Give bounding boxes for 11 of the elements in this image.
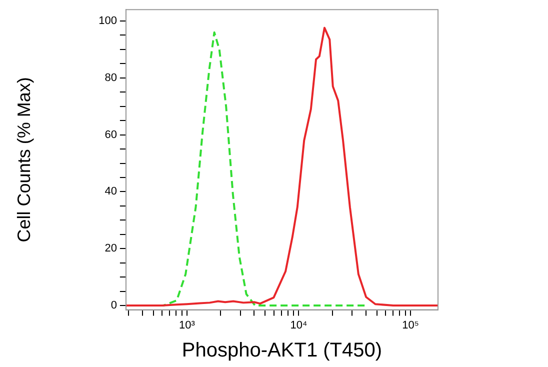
x-tick-label: 10⁵	[402, 319, 419, 332]
x-tick-label: 10³	[178, 319, 196, 332]
y-tick-label: 20	[104, 242, 117, 255]
y-tick-label: 80	[104, 72, 117, 84]
y-tick-label: 60	[104, 128, 117, 141]
y-tick-label: 0	[110, 300, 117, 312]
y-axis-title: Cell Counts (% Max)	[14, 77, 34, 242]
x-axis-title: Phospho-AKT1 (T450)	[182, 340, 382, 362]
y-tick-label: 100	[98, 15, 117, 28]
x-tick-label: 10⁴	[290, 319, 308, 332]
y-tick-label: 40	[104, 186, 117, 198]
